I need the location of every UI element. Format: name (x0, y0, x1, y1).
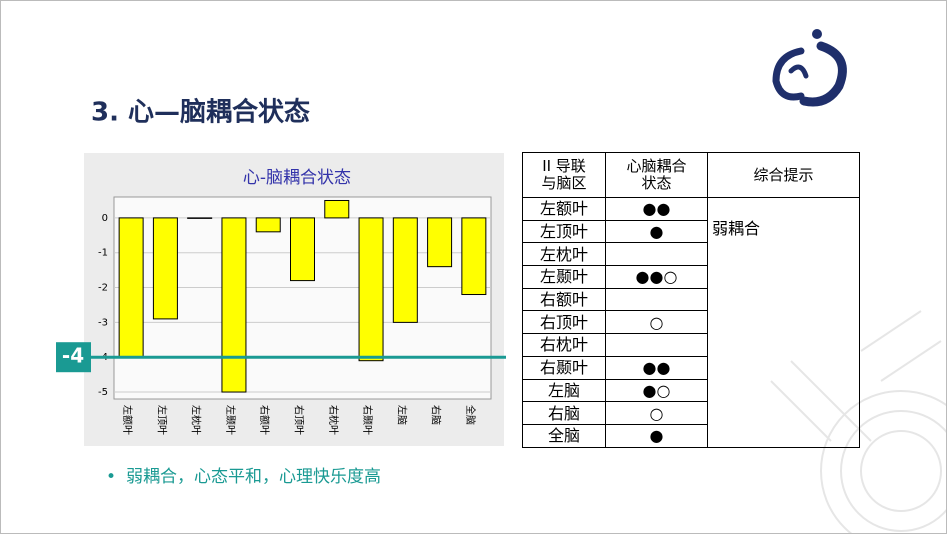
bullet-text: 弱耦合，心态平和，心理快乐度高 (126, 467, 381, 487)
x-tick-label: 左脑 (395, 405, 408, 425)
table-cell: 右额叶 (522, 287, 606, 312)
x-tick-label: 全脑 (464, 405, 477, 425)
bar (358, 217, 384, 362)
table-cell: 右脑 (522, 401, 606, 425)
table-row: II 导联 与脑区 心脑耦合 状态 综合提示 (522, 152, 860, 198)
table-cell: ○ (605, 401, 708, 425)
table-row: 右脑 ○ (522, 401, 860, 425)
table-cell: II 导联 与脑区 (522, 152, 606, 198)
bar (324, 199, 350, 219)
x-tick-label: 左颞叶 (224, 405, 237, 435)
logo (772, 29, 847, 107)
bar (392, 217, 418, 323)
bar (255, 217, 281, 233)
y-tick-label: -2 (98, 283, 108, 294)
x-tick-label: 右顶叶 (293, 405, 306, 435)
y-tick-label: -3 (98, 317, 108, 328)
bar (118, 217, 144, 358)
bar (427, 217, 453, 268)
bar (187, 217, 213, 219)
table-cell: 左顶叶 (522, 219, 606, 244)
table-cell (605, 333, 708, 357)
table-row: 左枕叶 (522, 242, 860, 267)
x-tick-label: 右脑 (430, 405, 443, 425)
x-tick-label: 右颞叶 (361, 405, 374, 435)
bar (152, 217, 178, 320)
table-cell: 左额叶 (522, 197, 606, 221)
table-row: 全脑 ● (522, 423, 860, 448)
x-tick-label: 左顶叶 (155, 405, 168, 435)
table-row: 左额叶 ●● 弱耦合 (522, 197, 860, 448)
table-cell: 心脑耦合 状态 (605, 152, 708, 198)
table-cell: 弱耦合 (707, 197, 860, 448)
y-tick-label: -1 (98, 248, 108, 259)
table-row: 右颞叶 ●● (522, 355, 860, 380)
table-cell: 综合提示 (707, 152, 860, 198)
table-cell: 右枕叶 (522, 333, 606, 357)
threshold-box (56, 342, 91, 373)
table-cell: ●○ (605, 378, 708, 403)
bullet-dot: • (106, 467, 116, 487)
table-cell: 全脑 (522, 423, 606, 448)
table-cell: ●●○ (605, 265, 708, 289)
table-row: 右枕叶 (522, 333, 860, 357)
threshold-label: -4 (62, 344, 84, 368)
y-tick-label: -5 (98, 387, 108, 398)
table-cell: 右颞叶 (522, 355, 606, 380)
table-cell: ○ (605, 310, 708, 335)
table-cell (605, 242, 708, 267)
table-cell (605, 287, 708, 312)
chart-title: 心-脑耦合状态 (243, 168, 351, 188)
x-tick-label: 左枕叶 (190, 405, 203, 435)
bar (221, 217, 247, 393)
x-tick-label: 左额叶 (121, 405, 134, 435)
table-row: 左颞叶 ●●○ (522, 265, 860, 289)
table-cell: 左脑 (522, 378, 606, 403)
table-cell: 右顶叶 (522, 310, 606, 335)
slide-title: 3. 心—脑耦合状态 (91, 97, 310, 128)
table-cell: 左枕叶 (522, 242, 606, 267)
table: II 导联 与脑区 心脑耦合 状态 综合提示 左额叶 ●● 弱耦合 左顶叶 ● 左枕叶 左颞叶 ●●… (522, 152, 860, 448)
x-tick-label: 右额叶 (258, 405, 271, 435)
bar (461, 217, 487, 296)
table-cell: ● (605, 423, 708, 448)
bar (290, 217, 315, 282)
x-tick-label: 右枕叶 (327, 405, 340, 435)
y-tick-label: 0 (102, 213, 108, 224)
table-cell: 左颞叶 (522, 265, 606, 289)
table-cell: ●● (605, 355, 708, 380)
table-row: 右顶叶 ○ (522, 310, 860, 335)
table-cell: ●● (605, 197, 708, 221)
table-cell: ● (605, 219, 708, 244)
